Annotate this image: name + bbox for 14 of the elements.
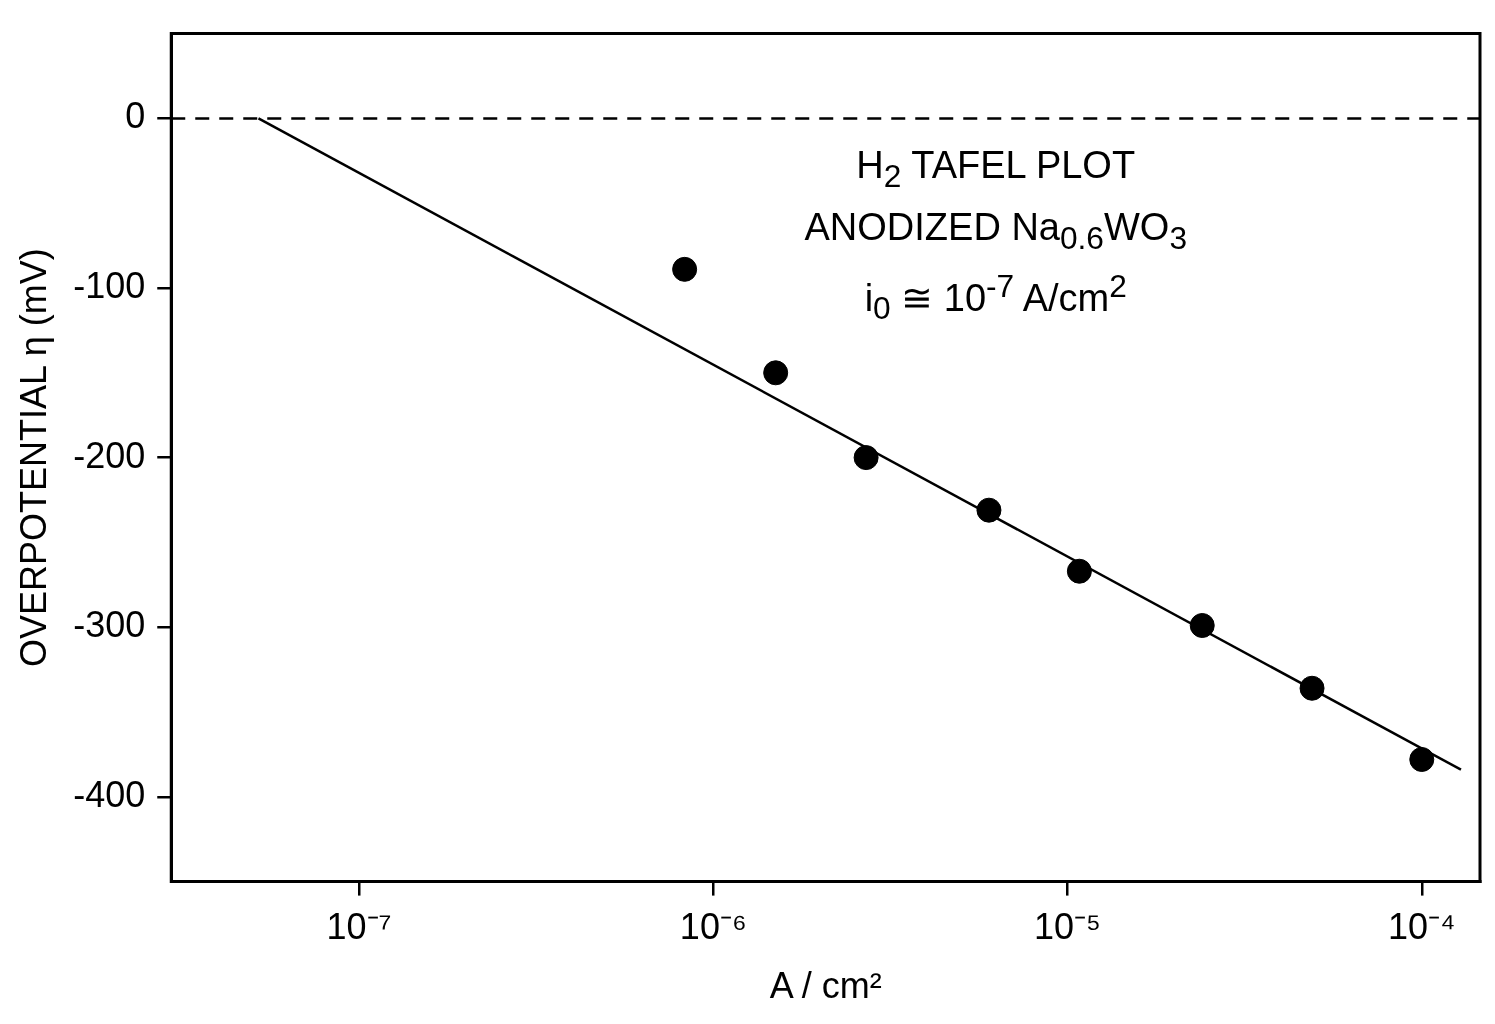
x-tick-label: 10⁻⁷	[326, 906, 392, 948]
annotation: i$_{0}$ ≅ 10$^{-7}$ A/cm$^{2}$	[864, 267, 1127, 327]
annotation: H$_{2}$ TAFEL PLOT	[856, 143, 1136, 195]
x-tick-label: 10⁻⁵	[1034, 906, 1102, 948]
y-tick-label: -200	[73, 434, 146, 476]
y-tick-label: -100	[73, 264, 146, 306]
y-tick-label: -300	[73, 604, 146, 646]
x-axis-title: A / cm²	[769, 965, 882, 1007]
annotation: ANODIZED Na$_{0.6}$WO$_{3}$	[804, 205, 1188, 257]
y-tick-label: 0	[125, 95, 146, 137]
x-tick-label: 10⁻⁴	[1388, 906, 1456, 948]
x-tick-label: 10⁻⁶	[679, 906, 747, 948]
y-tick-label: -400	[73, 773, 146, 815]
y-axis-title: OVERPOTENTIAL η (mV)	[12, 248, 54, 667]
